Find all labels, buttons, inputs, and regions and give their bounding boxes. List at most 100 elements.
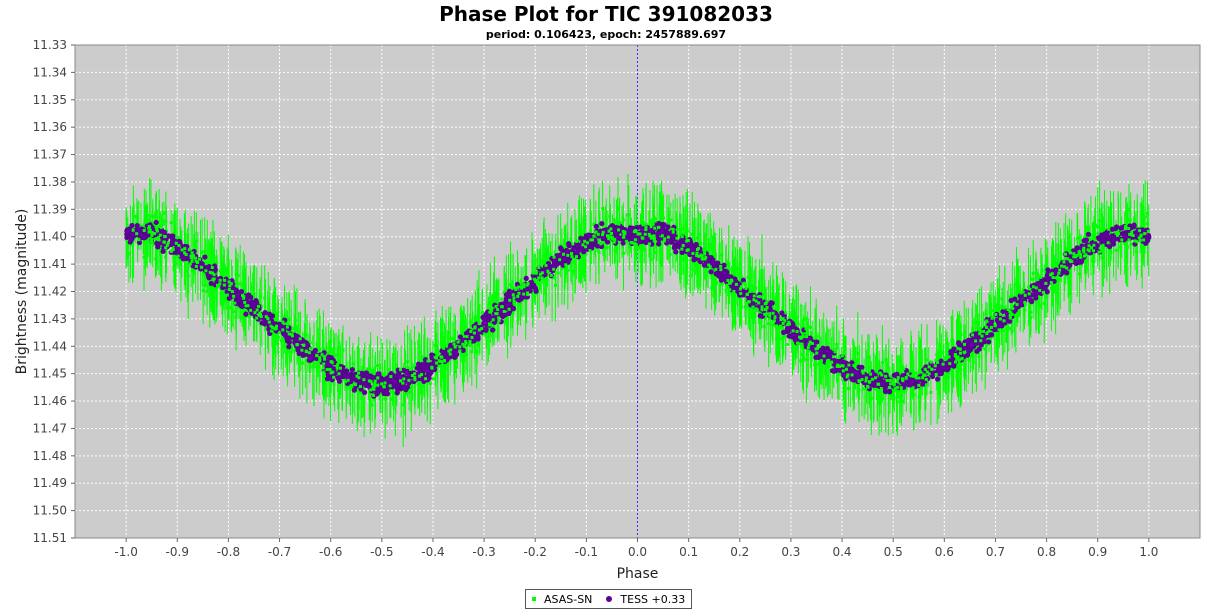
asas-sn-point xyxy=(351,381,355,385)
asas-sn-point xyxy=(486,330,490,334)
asas-sn-point xyxy=(795,315,799,319)
tess-point xyxy=(1044,273,1051,279)
tess-point xyxy=(475,336,481,342)
asas-sn-point xyxy=(712,254,716,258)
tess-point xyxy=(394,390,400,396)
tess-point xyxy=(1017,293,1023,299)
asas-sn-point xyxy=(740,305,744,309)
tess-point xyxy=(599,220,605,227)
asas-sn-point xyxy=(653,216,657,220)
asas-sn-point xyxy=(1098,219,1102,223)
asas-sn-point xyxy=(506,321,510,325)
tess-point xyxy=(966,337,972,343)
asas-sn-point xyxy=(879,398,883,402)
asas-sn-point xyxy=(382,373,386,377)
asas-sn-point xyxy=(238,282,242,286)
asas-sn-point xyxy=(765,312,769,316)
asas-sn-point xyxy=(827,365,831,369)
asas-sn-point xyxy=(621,218,625,222)
asas-sn-point xyxy=(929,390,933,394)
asas-sn-point xyxy=(549,253,553,257)
tess-point xyxy=(708,269,714,275)
asas-sn-point xyxy=(1042,301,1046,305)
tess-point xyxy=(1029,299,1035,305)
asas-sn-point xyxy=(832,348,836,352)
asas-sn-point xyxy=(689,274,693,278)
asas-sn-point xyxy=(807,348,811,352)
asas-sn-point xyxy=(428,381,432,385)
tess-point xyxy=(404,384,411,390)
asas-sn-point xyxy=(1091,256,1095,260)
asas-sn-point xyxy=(658,216,662,220)
tess-point xyxy=(269,313,276,319)
asas-sn-point xyxy=(323,378,327,382)
asas-sn-point xyxy=(401,403,405,407)
asas-sn-point xyxy=(679,258,683,262)
asas-sn-point xyxy=(720,253,724,257)
asas-sn-point xyxy=(752,311,756,315)
asas-sn-point xyxy=(1037,301,1041,305)
asas-sn-point xyxy=(443,363,447,367)
asas-sn-point xyxy=(951,338,955,342)
asas-sn-point xyxy=(793,311,797,315)
asas-sn-point xyxy=(314,365,318,369)
asas-sn-point xyxy=(442,367,446,371)
asas-sn-point xyxy=(340,378,344,382)
tess-point xyxy=(646,228,652,235)
asas-sn-point xyxy=(1000,297,1004,301)
asas-sn-point xyxy=(183,259,187,263)
asas-sn-point xyxy=(391,390,395,394)
tess-point xyxy=(872,382,878,388)
asas-sn-point xyxy=(211,251,215,255)
asas-sn-point xyxy=(160,218,164,222)
tess-point xyxy=(829,368,836,374)
asas-sn-point xyxy=(805,353,809,357)
asas-sn-point xyxy=(1054,290,1058,294)
tess-point xyxy=(427,371,433,377)
asas-sn-point xyxy=(386,367,390,371)
tess-point xyxy=(1085,231,1091,237)
asas-sn-point xyxy=(236,273,240,277)
asas-sn-point xyxy=(481,311,485,315)
asas-sn-point xyxy=(1093,234,1097,238)
tess-point xyxy=(208,280,214,287)
asas-sn-point xyxy=(842,357,846,361)
asas-sn-point xyxy=(1116,228,1120,232)
asas-sn-point xyxy=(612,218,616,222)
asas-sn-point xyxy=(954,363,958,367)
asas-sn-point xyxy=(537,282,541,286)
asas-sn-point xyxy=(708,246,712,250)
asas-sn-point xyxy=(812,363,816,367)
asas-sn-point xyxy=(301,361,305,365)
asas-sn-point xyxy=(476,315,480,319)
asas-sn-point xyxy=(947,371,951,375)
asas-sn-point xyxy=(201,288,205,292)
asas-sn-point xyxy=(553,283,557,287)
asas-sn-point xyxy=(772,298,776,302)
asas-sn-point xyxy=(219,272,223,276)
asas-sn-point xyxy=(223,298,227,302)
asas-sn-point xyxy=(1089,234,1093,238)
asas-sn-point xyxy=(811,336,815,340)
tess-point xyxy=(243,311,249,317)
asas-sn-point xyxy=(1031,271,1035,275)
tess-point xyxy=(490,327,496,333)
asas-sn-point xyxy=(439,369,443,373)
asas-sn-point xyxy=(389,398,393,402)
asas-sn-point xyxy=(1040,268,1044,272)
asas-sn-point xyxy=(910,364,914,368)
asas-sn-point xyxy=(127,252,131,256)
asas-sn-point xyxy=(518,300,522,304)
tess-point xyxy=(238,288,245,295)
asas-sn-point xyxy=(454,360,458,364)
asas-sn-point xyxy=(308,341,312,345)
asas-sn-point xyxy=(348,369,352,373)
asas-sn-point xyxy=(464,352,468,356)
asas-sn-point xyxy=(771,305,775,309)
asas-sn-point xyxy=(702,247,706,251)
tess-point xyxy=(448,342,454,348)
asas-sn-point xyxy=(603,247,607,251)
asas-sn-point xyxy=(1029,310,1033,314)
tess-point xyxy=(966,342,972,349)
asas-sn-point xyxy=(1096,225,1100,229)
